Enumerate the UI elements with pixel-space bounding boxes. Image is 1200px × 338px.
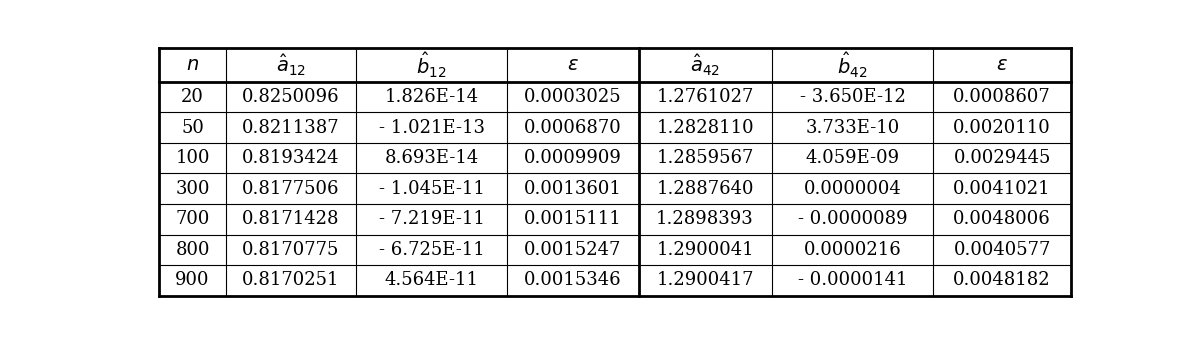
- Text: 0.0000216: 0.0000216: [804, 241, 901, 259]
- Text: 1.2828110: 1.2828110: [656, 119, 754, 137]
- Text: 4.059E-09: 4.059E-09: [805, 149, 900, 167]
- Text: 0.0041021: 0.0041021: [953, 180, 1051, 198]
- Text: 300: 300: [175, 180, 210, 198]
- Text: - 0.0000141: - 0.0000141: [798, 271, 907, 289]
- Text: - 7.219E-11: - 7.219E-11: [379, 210, 485, 228]
- Text: - 6.725E-11: - 6.725E-11: [379, 241, 485, 259]
- Text: 0.0020110: 0.0020110: [953, 119, 1051, 137]
- Text: 0.8250096: 0.8250096: [242, 88, 340, 106]
- Text: 4.564E-11: 4.564E-11: [385, 271, 479, 289]
- Text: 20: 20: [181, 88, 204, 106]
- Text: $\hat{b}_{42}$: $\hat{b}_{42}$: [838, 50, 868, 80]
- Text: 1.2898393: 1.2898393: [656, 210, 754, 228]
- Text: $\hat{a}_{42}$: $\hat{a}_{42}$: [690, 52, 720, 78]
- Text: 50: 50: [181, 119, 204, 137]
- Text: 0.8170251: 0.8170251: [242, 271, 340, 289]
- Text: 0.0000004: 0.0000004: [804, 180, 901, 198]
- Text: - 1.021E-13: - 1.021E-13: [379, 119, 485, 137]
- Text: 8.693E-14: 8.693E-14: [384, 149, 479, 167]
- Text: 0.8193424: 0.8193424: [242, 149, 340, 167]
- Text: 0.0013601: 0.0013601: [524, 180, 622, 198]
- Text: $n$: $n$: [186, 56, 199, 74]
- Text: 1.2900041: 1.2900041: [656, 241, 754, 259]
- Text: 0.0048182: 0.0048182: [953, 271, 1051, 289]
- Text: 700: 700: [175, 210, 210, 228]
- Text: 0.0015346: 0.0015346: [524, 271, 622, 289]
- Text: 1.2900417: 1.2900417: [656, 271, 754, 289]
- Text: 0.0009909: 0.0009909: [524, 149, 622, 167]
- Text: $\hat{b}_{12}$: $\hat{b}_{12}$: [416, 50, 446, 80]
- Text: 1.826E-14: 1.826E-14: [385, 88, 479, 106]
- Text: 0.0048006: 0.0048006: [953, 210, 1051, 228]
- Text: $\epsilon$: $\epsilon$: [996, 56, 1008, 74]
- Text: 0.0003025: 0.0003025: [524, 88, 622, 106]
- Text: 0.8170775: 0.8170775: [242, 241, 340, 259]
- Text: 1.2887640: 1.2887640: [656, 180, 754, 198]
- Text: 0.0029445: 0.0029445: [954, 149, 1051, 167]
- Text: 1.2761027: 1.2761027: [656, 88, 754, 106]
- Text: 3.733E-10: 3.733E-10: [805, 119, 900, 137]
- Text: - 0.0000089: - 0.0000089: [798, 210, 907, 228]
- Text: 0.0008607: 0.0008607: [953, 88, 1051, 106]
- Text: 0.0015111: 0.0015111: [524, 210, 622, 228]
- Text: $\epsilon$: $\epsilon$: [568, 56, 578, 74]
- Text: - 3.650E-12: - 3.650E-12: [799, 88, 906, 106]
- Text: 0.8211387: 0.8211387: [242, 119, 340, 137]
- Text: 900: 900: [175, 271, 210, 289]
- Text: 100: 100: [175, 149, 210, 167]
- Text: 0.8171428: 0.8171428: [242, 210, 340, 228]
- Text: $\hat{a}_{12}$: $\hat{a}_{12}$: [276, 52, 306, 78]
- Text: - 1.045E-11: - 1.045E-11: [379, 180, 485, 198]
- Text: 0.0006870: 0.0006870: [524, 119, 622, 137]
- Text: 0.0015247: 0.0015247: [524, 241, 622, 259]
- Text: 0.0040577: 0.0040577: [954, 241, 1051, 259]
- Text: 1.2859567: 1.2859567: [656, 149, 754, 167]
- Text: 800: 800: [175, 241, 210, 259]
- Text: 0.8177506: 0.8177506: [242, 180, 340, 198]
